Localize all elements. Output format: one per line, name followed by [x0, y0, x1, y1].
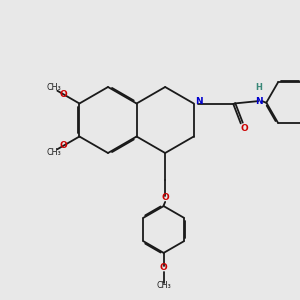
- Text: N: N: [195, 98, 203, 106]
- Text: O: O: [240, 124, 248, 133]
- Text: O: O: [162, 194, 169, 202]
- Text: CH₃: CH₃: [46, 148, 61, 157]
- Text: O: O: [59, 90, 67, 99]
- Text: O: O: [160, 263, 167, 272]
- Text: N: N: [255, 97, 263, 106]
- Text: CH₃: CH₃: [157, 281, 172, 290]
- Text: H: H: [256, 83, 262, 92]
- Text: CH₃: CH₃: [46, 82, 61, 92]
- Text: O: O: [59, 141, 67, 150]
